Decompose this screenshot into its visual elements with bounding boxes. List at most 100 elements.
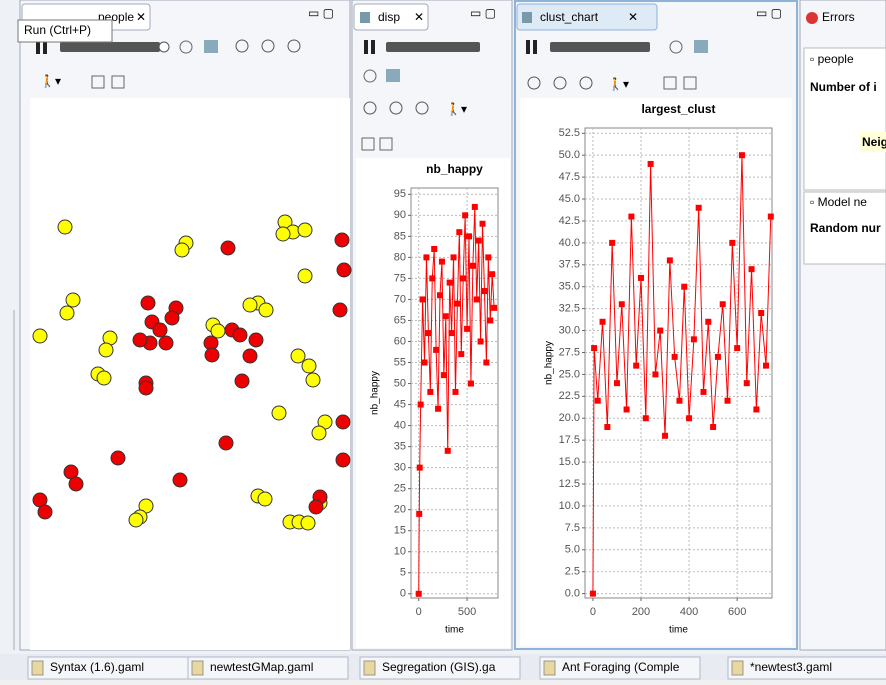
marker (479, 220, 486, 227)
agent (172, 472, 188, 488)
marker (454, 300, 461, 307)
highlight (860, 132, 886, 152)
marker (416, 510, 423, 517)
tab[interactable] (516, 3, 658, 31)
marker (748, 266, 755, 273)
icon[interactable] (663, 76, 677, 90)
marker (489, 271, 496, 278)
icon[interactable] (261, 39, 275, 53)
marker (666, 257, 673, 264)
icon[interactable] (579, 76, 593, 90)
agent (140, 295, 156, 311)
minimize[interactable]: ▭ ▢ (756, 6, 782, 20)
icon[interactable]: 🚶▾ (608, 77, 629, 91)
marker (485, 254, 492, 261)
icon[interactable] (363, 69, 377, 83)
marker (452, 388, 459, 395)
agent (220, 240, 236, 256)
tab-label[interactable]: Errors (822, 10, 855, 24)
editor-tab-label: newtestGMap.gaml (210, 660, 313, 674)
icon[interactable] (683, 76, 697, 90)
marker (743, 380, 750, 387)
agent (138, 380, 154, 396)
icon[interactable]: 🚶▾ (40, 74, 61, 88)
marker (423, 254, 430, 261)
x-tick-label: 400 (680, 606, 698, 618)
marker (618, 301, 625, 308)
x-tick-label: 200 (632, 606, 650, 618)
icon (533, 40, 537, 54)
icon[interactable] (553, 76, 567, 90)
section-title[interactable]: ▫ people (810, 52, 854, 66)
marker (700, 388, 707, 395)
close[interactable]: ✕ (628, 10, 638, 24)
marker (753, 406, 760, 413)
icon[interactable] (204, 40, 218, 53)
tab[interactable] (353, 3, 429, 31)
close[interactable]: ✕ (414, 10, 424, 24)
icon[interactable] (179, 40, 193, 54)
y-tick-label: 32.5 (559, 303, 580, 315)
editor-tab[interactable] (727, 656, 886, 680)
close[interactable]: ✕ (136, 10, 146, 24)
y-tick-label: 52.5 (559, 127, 580, 139)
tab-label: disp (378, 10, 400, 24)
icon[interactable] (386, 69, 400, 82)
file-icon (731, 660, 744, 676)
icon[interactable] (694, 40, 708, 53)
icon[interactable] (287, 39, 301, 53)
editor-tab-label: Segregation (GIS).ga (382, 660, 496, 674)
icon[interactable] (389, 101, 403, 115)
agents (32, 214, 352, 531)
marker (416, 464, 423, 471)
editor-tab-label: *newtest3.gaml (750, 660, 832, 674)
x-tick-label: 0 (590, 606, 596, 618)
param-label: Neig (862, 135, 886, 149)
y-tick-label: 50.0 (559, 149, 580, 161)
icon[interactable] (111, 75, 125, 89)
y-tick-label: 95 (394, 188, 406, 200)
marker (464, 325, 471, 332)
y-axis-label: nb_happy (544, 341, 555, 385)
icon[interactable] (91, 75, 105, 89)
icon[interactable] (415, 101, 429, 115)
icon[interactable] (363, 101, 377, 115)
marker (633, 362, 640, 369)
marker (604, 424, 611, 431)
slider[interactable] (550, 42, 650, 52)
marker (456, 229, 463, 236)
editor-tab[interactable] (187, 656, 349, 680)
y-tick-label: 30.0 (559, 324, 580, 336)
slider[interactable] (60, 42, 160, 52)
icon[interactable] (235, 39, 249, 53)
y-tick-label: 80 (394, 251, 406, 263)
y-tick-label: 47.5 (559, 171, 580, 183)
y-tick-label: 45 (394, 398, 406, 410)
marker (491, 304, 498, 311)
agent (336, 262, 352, 278)
y-tick-label: 55 (394, 356, 406, 368)
icon[interactable] (364, 40, 368, 54)
icon[interactable] (526, 40, 530, 54)
minimize[interactable]: ▭ ▢ (470, 6, 496, 20)
icon[interactable] (379, 137, 393, 151)
agent (275, 226, 291, 242)
agent (300, 515, 316, 531)
minimize[interactable]: ▭ ▢ (308, 6, 334, 20)
icon[interactable] (527, 76, 541, 90)
icon[interactable] (36, 40, 40, 54)
icon[interactable]: 🚶▾ (446, 102, 467, 116)
icon[interactable] (669, 40, 683, 54)
y-tick-label: 12.5 (559, 478, 580, 490)
slider[interactable] (386, 42, 480, 52)
tab-label: clust_chart (540, 10, 599, 24)
y-tick-label: 25.0 (559, 368, 580, 380)
marker (676, 397, 683, 404)
section-title[interactable]: ▫ Model ne (810, 195, 867, 209)
marker (466, 233, 472, 240)
editor-tab[interactable] (359, 656, 521, 680)
agent (301, 358, 317, 374)
editor-tab[interactable] (539, 656, 701, 680)
icon[interactable] (361, 137, 375, 151)
